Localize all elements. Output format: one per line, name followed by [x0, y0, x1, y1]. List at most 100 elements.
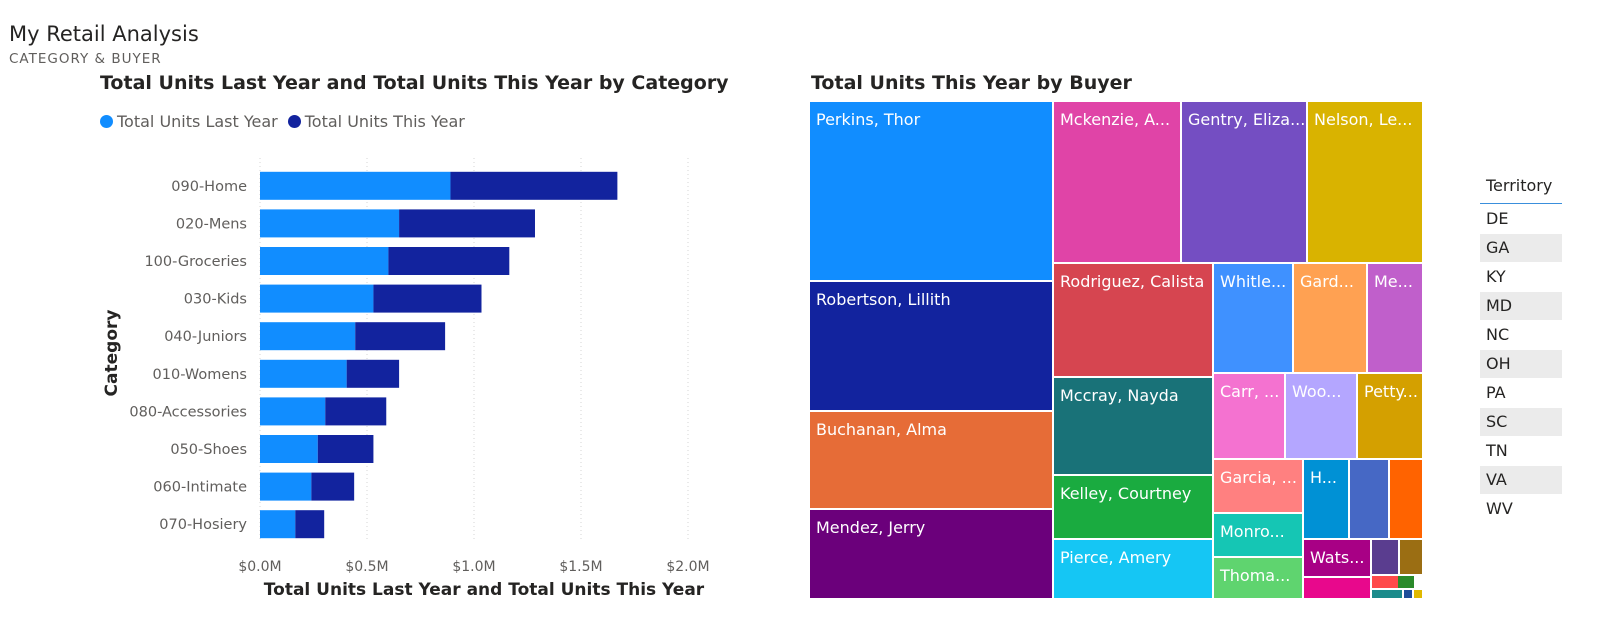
legend-item-this-year[interactable]: Total Units This Year: [287, 112, 465, 131]
tile-rect: [1054, 102, 1180, 262]
slicer-item[interactable]: WV: [1486, 499, 1513, 518]
y-tick-label: 040-Juniors: [164, 329, 247, 345]
tile-label: H...: [1310, 468, 1337, 487]
treemap[interactable]: Perkins, Thor Robertson, Lillith Buchanan,…: [810, 102, 1422, 598]
treemap-tile[interactable]: Perkins, Thor: [810, 102, 1052, 280]
tile-rect: [1054, 378, 1212, 474]
slicer-item[interactable]: SC: [1480, 408, 1562, 436]
tile-label: Woo...: [1292, 382, 1341, 401]
treemap-tile[interactable]: [1372, 540, 1398, 574]
tile-rect: [1214, 264, 1292, 372]
bar-chart-legend[interactable]: Total Units Last Year Total Units This Y…: [100, 112, 475, 131]
bar-chart[interactable]: $0.0M $0.5M $1.0M $1.5M $2.0M 090-Home 020-Men…: [0, 140, 760, 610]
slicer-item[interactable]: PA: [1486, 383, 1506, 402]
tile-rect: [1414, 590, 1422, 598]
slicer-item[interactable]: DE: [1486, 209, 1509, 228]
treemap-tile[interactable]: Garcia, ...: [1214, 460, 1302, 512]
treemap-tile[interactable]: Mendez, Jerry: [810, 510, 1052, 598]
bar-last-year[interactable]: [260, 435, 318, 463]
treemap-tile[interactable]: [1414, 590, 1422, 598]
tile-rect: [1054, 476, 1212, 538]
slicer-item[interactable]: NC: [1486, 325, 1510, 344]
tile-rect: [1182, 102, 1306, 262]
bar-last-year[interactable]: [260, 359, 347, 388]
bar-this-year[interactable]: [373, 284, 482, 313]
bar-this-year[interactable]: [355, 322, 446, 351]
treemap-tile[interactable]: Woo...: [1286, 374, 1356, 458]
treemap-tile[interactable]: Monro...: [1214, 514, 1302, 556]
territory-slicer[interactable]: Territory DE GA KY MD NC OH PA SC TN VA WV: [1480, 172, 1562, 523]
treemap-tile[interactable]: H...: [1304, 460, 1348, 538]
treemap-tile[interactable]: [1372, 576, 1398, 588]
treemap-tile[interactable]: Kelley, Courtney: [1054, 476, 1212, 538]
treemap-tile[interactable]: Gentry, Eliza...: [1182, 102, 1306, 262]
tile-rect: [1372, 540, 1398, 574]
treemap-tile[interactable]: Me...: [1368, 264, 1422, 372]
x-tick-label: $0.0M: [238, 559, 281, 575]
bar-last-year[interactable]: [260, 322, 356, 351]
tile-rect: [810, 510, 1052, 598]
treemap-tile[interactable]: [1350, 460, 1388, 538]
bar-this-year[interactable]: [295, 510, 325, 539]
treemap-tile[interactable]: [1372, 590, 1402, 598]
bar-this-year[interactable]: [399, 209, 535, 238]
legend-item-last-year[interactable]: Total Units Last Year: [100, 112, 278, 131]
treemap-tile[interactable]: [1398, 576, 1414, 588]
y-tick-label: 070-Hosiery: [159, 517, 247, 533]
tile-rect: [1294, 264, 1366, 372]
tile-label: Wats...: [1310, 548, 1364, 567]
legend-dot-icon: [287, 115, 301, 128]
treemap-tile[interactable]: Mccray, Nayda: [1054, 378, 1212, 474]
treemap-tile[interactable]: [1304, 578, 1370, 598]
y-tick-label: 060-Intimate: [153, 480, 247, 496]
treemap-tile[interactable]: Gard...: [1294, 264, 1366, 372]
bar-this-year[interactable]: [317, 435, 374, 463]
treemap-tile[interactable]: [1400, 540, 1422, 574]
bar-this-year[interactable]: [450, 171, 618, 200]
bar-this-year[interactable]: [346, 359, 400, 388]
slicer-item[interactable]: TN: [1486, 441, 1508, 460]
tile-label: Mckenzie, A...: [1060, 110, 1170, 129]
bar-last-year[interactable]: [260, 284, 374, 313]
x-tick-label: $1.5M: [559, 559, 602, 575]
tile-rect: [1214, 558, 1302, 598]
treemap-tile[interactable]: Rodriguez, Calista: [1054, 264, 1212, 376]
treemap-tile[interactable]: Thoma...: [1214, 558, 1302, 598]
bar-this-year[interactable]: [325, 397, 387, 426]
treemap-tile[interactable]: Buchanan, Alma: [810, 412, 1052, 508]
bar-last-year[interactable]: [260, 171, 451, 200]
bar-this-year[interactable]: [388, 247, 510, 275]
treemap-tile[interactable]: [1390, 460, 1422, 538]
treemap-tile[interactable]: Wats...: [1304, 540, 1370, 576]
x-tick-label: $1.0M: [452, 559, 495, 575]
tile-rect: [1372, 576, 1398, 588]
slicer-item[interactable]: MD: [1480, 292, 1562, 320]
slicer-item[interactable]: KY: [1486, 267, 1506, 286]
treemap-tile[interactable]: Whitle...: [1214, 264, 1292, 372]
treemap-tile[interactable]: Nelson, Le...: [1308, 102, 1422, 262]
tile-rect: [1400, 540, 1422, 574]
bar-last-year[interactable]: [260, 247, 389, 275]
tile-rect: [1358, 374, 1422, 458]
treemap-tile[interactable]: [1404, 590, 1412, 598]
treemap-tile[interactable]: Mckenzie, A...: [1054, 102, 1180, 262]
slicer-item[interactable]: OH: [1480, 350, 1562, 378]
tile-label: Buchanan, Alma: [816, 420, 947, 439]
tile-label: Kelley, Courtney: [1060, 484, 1191, 503]
treemap-tile[interactable]: Carr, ...: [1214, 374, 1284, 458]
tile-label: Mccray, Nayda: [1060, 386, 1179, 405]
bar-last-year[interactable]: [260, 510, 296, 539]
tile-rect: [1368, 264, 1422, 372]
tile-label: Carr, ...: [1220, 382, 1279, 401]
bar-last-year[interactable]: [260, 209, 400, 238]
treemap-tile[interactable]: Pierce, Amery: [1054, 540, 1212, 598]
bar-last-year[interactable]: [260, 397, 326, 426]
treemap-tile[interactable]: Petty...: [1358, 374, 1422, 458]
bar-last-year[interactable]: [260, 472, 312, 501]
treemap-tile[interactable]: Robertson, Lillith: [810, 282, 1052, 410]
slicer-item[interactable]: GA: [1480, 234, 1562, 262]
tile-rect: [1304, 578, 1370, 598]
bar-this-year[interactable]: [311, 472, 355, 501]
legend-label-last-year: Total Units Last Year: [117, 112, 278, 131]
slicer-item[interactable]: VA: [1480, 466, 1562, 494]
